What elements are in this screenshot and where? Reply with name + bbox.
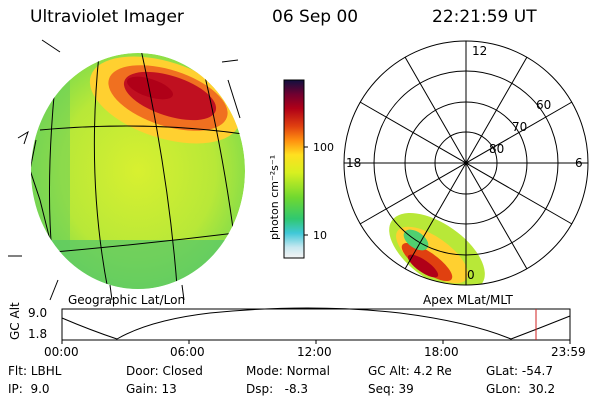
dsp-value: -8.3 <box>284 382 309 396</box>
status-seq: Seq: 39 <box>368 382 414 396</box>
glon-value: 30.2 <box>528 382 556 396</box>
observation-time: 22:21:59 UT <box>432 7 537 27</box>
orbit-ytick-bottom: 1.8 <box>28 327 48 341</box>
status-glon: GLon: 30.2 <box>486 382 556 396</box>
colorbar-tick-10: 10 <box>313 229 327 242</box>
mlat-label-60: 60 <box>536 98 552 112</box>
mlat-label-70: 70 <box>512 120 528 134</box>
status-door: Door: Closed <box>126 364 203 378</box>
status-gain: Gain: 13 <box>126 382 177 396</box>
orbit-ytick-top: 9.0 <box>28 306 48 320</box>
polar-grid <box>343 40 589 286</box>
status-gc-alt: GC Alt: 4.2 Re <box>368 364 452 378</box>
right-panel-label: Apex MLat/MLT <box>423 293 513 307</box>
orbit-altitude-curve <box>61 307 571 340</box>
status-filter: Flt: LBHL <box>8 364 62 378</box>
gc-alt-value: 4.2 Re <box>413 364 452 378</box>
status-dsp: Dsp: -8.3 <box>246 382 309 396</box>
orbit-xtick-2359: 23:59 <box>551 345 586 359</box>
mode-value: Normal <box>286 364 330 378</box>
colorbar-tick-100: 100 <box>313 141 334 154</box>
orbit-xtick-0000: 00:00 <box>44 345 79 359</box>
mlt-label-12: 12 <box>472 44 488 58</box>
status-mode: Mode: Normal <box>246 364 330 378</box>
filter-value: LBHL <box>30 364 62 378</box>
orbit-xtick-0600: 06:00 <box>170 345 205 359</box>
left-panel-label: Geographic Lat/Lon <box>68 293 186 307</box>
color-scale-bar <box>283 79 308 259</box>
glat-value: -54.7 <box>521 364 553 378</box>
seq-value: 39 <box>398 382 414 396</box>
ip-value: 9.0 <box>30 382 50 396</box>
orbit-xtick-1200: 12:00 <box>297 345 332 359</box>
observation-date: 06 Sep 00 <box>272 7 359 27</box>
status-glat: GLat: -54.7 <box>486 364 553 378</box>
mlat-label-80: 80 <box>489 142 505 156</box>
mlt-label-0: 0 <box>467 268 475 282</box>
mlt-label-6: 6 <box>575 156 583 170</box>
mlt-label-18: 18 <box>346 156 362 170</box>
door-value: Closed <box>162 364 203 378</box>
instrument-title: Ultraviolet Imager <box>30 7 184 27</box>
status-ip: IP: 9.0 <box>8 382 50 396</box>
orbit-xtick-1800: 18:00 <box>424 345 459 359</box>
gain-value: 13 <box>161 382 177 396</box>
